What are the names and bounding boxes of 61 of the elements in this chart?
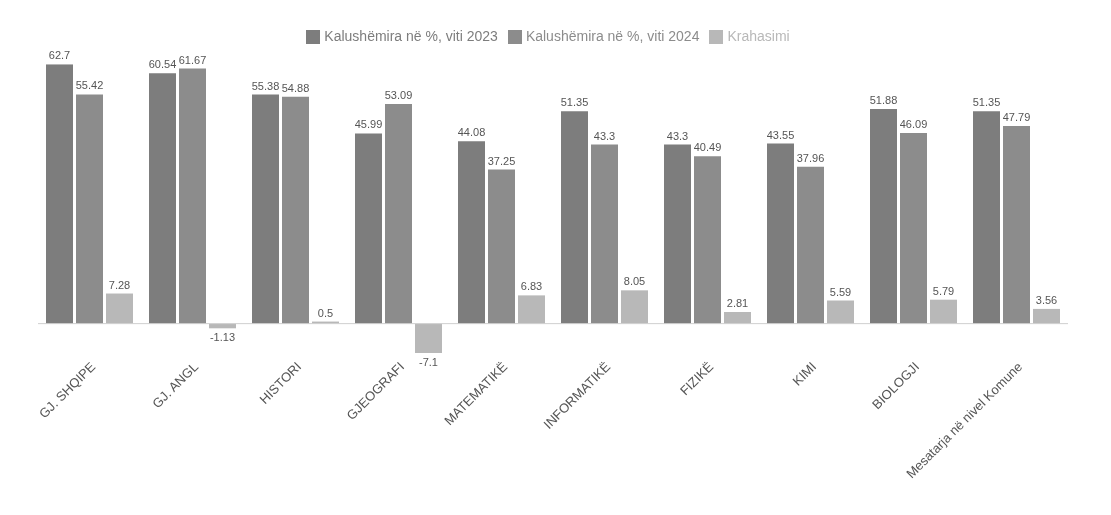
data-label: 5.59 — [829, 285, 852, 298]
data-label: 43.55 — [766, 128, 795, 141]
bar — [870, 109, 897, 324]
data-label: 51.35 — [972, 96, 1001, 109]
bar — [1033, 308, 1060, 324]
bar — [518, 295, 545, 324]
data-label: 45.99 — [354, 118, 383, 131]
data-label: 55.42 — [75, 79, 104, 92]
data-label: 2.81 — [726, 297, 749, 310]
bar — [179, 68, 206, 324]
bar — [797, 166, 824, 324]
data-label: 44.08 — [457, 126, 486, 139]
bar — [415, 323, 442, 353]
data-label: 37.25 — [487, 154, 516, 167]
data-label: 51.88 — [869, 94, 898, 107]
legend-label: Krahasimi — [727, 28, 790, 44]
legend-label: Kalushëmira në %, viti 2023 — [324, 28, 498, 44]
bar — [282, 96, 309, 324]
bar — [827, 300, 854, 324]
bar — [458, 141, 485, 324]
bar — [488, 169, 515, 324]
data-label: 0.5 — [317, 306, 334, 319]
bar — [561, 111, 588, 324]
data-label: 7.28 — [108, 278, 131, 291]
legend-label: Kalushëmira në %, viti 2024 — [525, 28, 700, 44]
data-label: 60.54 — [148, 58, 177, 71]
data-label: -7.1 — [419, 356, 438, 368]
bar — [355, 133, 382, 324]
bar — [1003, 125, 1030, 324]
bar — [76, 94, 103, 324]
data-label: 43.3 — [666, 129, 689, 142]
data-label: 47.79 — [1002, 110, 1031, 123]
data-label: 37.96 — [796, 151, 825, 164]
data-label: 43.3 — [593, 129, 616, 142]
data-label: 40.49 — [693, 141, 722, 154]
bar — [973, 111, 1000, 324]
bar — [694, 156, 721, 324]
bar — [46, 64, 73, 324]
data-label: 46.09 — [899, 118, 928, 130]
data-label: 61.67 — [178, 53, 207, 66]
bar — [149, 73, 176, 324]
data-label: 5.79 — [932, 284, 955, 297]
bar — [724, 312, 751, 324]
data-label: -1.13 — [209, 331, 236, 344]
bar — [385, 104, 412, 324]
data-label: 54.88 — [281, 81, 310, 94]
data-label: 55.38 — [251, 79, 280, 92]
bar — [900, 133, 927, 324]
data-label: 53.09 — [384, 89, 413, 102]
bar — [106, 293, 133, 324]
bar — [621, 290, 648, 324]
bar — [664, 144, 691, 324]
data-label: 62.7 — [48, 49, 71, 62]
bar — [591, 144, 618, 324]
bar — [252, 94, 279, 324]
data-label: 6.83 — [520, 280, 543, 293]
data-label: 51.35 — [560, 96, 589, 109]
bar — [767, 143, 794, 324]
bar — [930, 299, 957, 324]
data-label: 3.56 — [1035, 293, 1058, 306]
data-label: 8.05 — [623, 275, 646, 288]
